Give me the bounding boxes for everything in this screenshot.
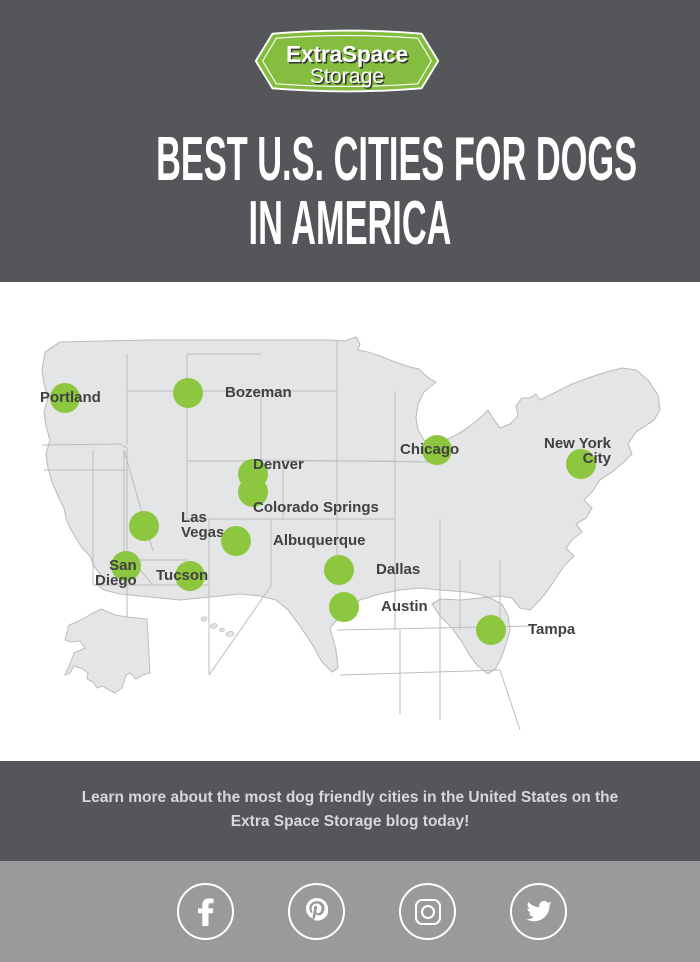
svg-text:ExtraSpace: ExtraSpace	[286, 41, 408, 67]
svg-text:Storage: Storage	[310, 64, 384, 88]
